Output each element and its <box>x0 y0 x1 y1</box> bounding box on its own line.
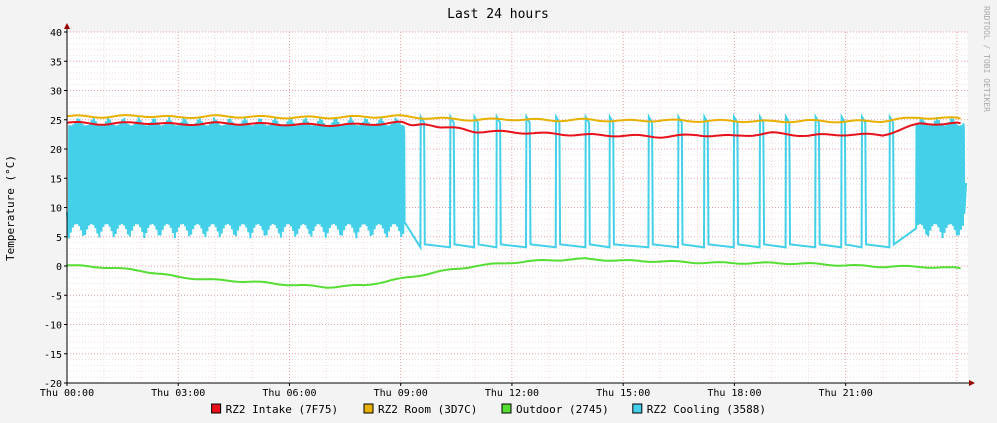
y-tick-label: -10 <box>44 321 62 332</box>
y-tick-label: 25 <box>50 116 62 127</box>
legend-swatch <box>363 403 374 414</box>
x-tick-label: Thu 21:00 <box>819 388 873 399</box>
x-tick-label: Thu 12:00 <box>485 388 539 399</box>
x-tick-label: Thu 06:00 <box>262 388 316 399</box>
y-axis-arrow <box>64 23 70 29</box>
y-tick-label: 20 <box>50 145 62 156</box>
x-tick-label: Thu 15:00 <box>596 388 650 399</box>
axes <box>64 23 975 386</box>
x-tick-label: Thu 18:00 <box>707 388 761 399</box>
y-tick-labels: 40 35 30 25 20 15 10 5 0 -5 -10 -15 -20 <box>44 28 67 390</box>
y-axis-label: Temperature (°C) <box>4 155 17 261</box>
legend-swatch <box>501 403 512 414</box>
legend-label: Outdoor (2745) <box>516 403 609 416</box>
x-tick-label: Thu 00:00 <box>40 388 94 399</box>
legend-label: RZ2 Room (3D7C) <box>378 403 477 416</box>
y-tick-label: 10 <box>50 204 62 215</box>
y-tick-label: 0 <box>56 262 62 273</box>
series-line-rz2-intake-7f75 <box>66 120 961 139</box>
series-layer <box>66 112 968 289</box>
y-tick-label: -20 <box>44 379 62 390</box>
legend: RZ2 Intake (7F75) RZ2 Room (3D7C) Outdoor … <box>211 403 766 416</box>
legend-label: RZ2 Intake (7F75) <box>226 403 339 416</box>
legend-swatch <box>632 403 643 414</box>
series-line-rz2-room-3d7c <box>66 114 961 124</box>
x-axis-arrow <box>969 380 975 386</box>
chart-title: Last 24 hours <box>447 7 549 22</box>
y-tick-label: 5 <box>56 233 62 244</box>
y-tick-label: 30 <box>50 87 62 98</box>
series-line-outdoor-2745 <box>66 257 961 289</box>
x-tick-label: Thu 03:00 <box>151 388 205 399</box>
watermark: RRDTOOL / TOBI OETIKER <box>982 6 991 112</box>
legend-swatch <box>211 403 222 414</box>
y-tick-label: 35 <box>50 57 62 68</box>
y-tick-label: 15 <box>50 174 62 185</box>
x-tick-label: Thu 09:00 <box>374 388 428 399</box>
y-tick-label: -5 <box>50 291 62 302</box>
grid-lines <box>66 31 968 384</box>
legend-label: RZ2 Cooling (3588) <box>647 403 766 416</box>
y-tick-label: 40 <box>50 28 62 39</box>
x-tick-labels: Thu 00:00 Thu 03:00 Thu 06:00 Thu 09:00 Thu … <box>40 383 873 399</box>
y-tick-label: -15 <box>44 350 62 361</box>
